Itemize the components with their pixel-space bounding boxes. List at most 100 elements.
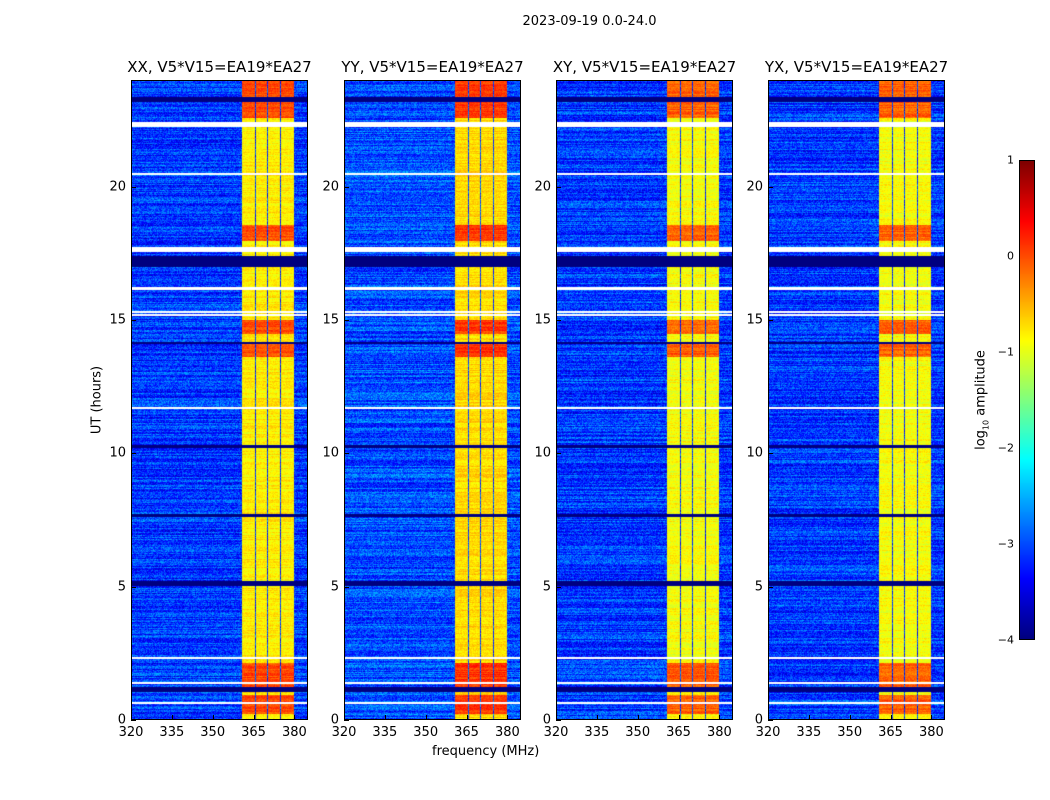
x-tick-label: 335	[584, 725, 610, 740]
x-tick-mark	[294, 715, 296, 720]
x-tick-label: 365	[241, 725, 266, 740]
x-tick-label: 365	[878, 725, 903, 740]
panel-title: YY, V5*V15=EA19*EA27	[341, 58, 524, 76]
y-tick-label: 10	[746, 445, 763, 461]
x-tick-mark	[507, 715, 509, 720]
heatmap-image	[557, 81, 732, 719]
x-tick-mark	[890, 715, 892, 720]
y-tick-mark	[768, 586, 773, 588]
y-axis-label: UT (hours)	[89, 365, 105, 435]
y-tick-label: 5	[754, 579, 763, 595]
y-tick-label: 15	[109, 312, 126, 328]
y-tick-mark	[556, 186, 561, 188]
y-tick-label: 10	[322, 445, 339, 461]
y-tick-label: 20	[109, 179, 126, 195]
x-tick-label: 335	[372, 725, 398, 740]
x-tick-mark	[384, 715, 386, 720]
y-tick-mark	[131, 453, 136, 455]
x-tick-label: 380	[918, 725, 944, 740]
y-tick-label: 5	[330, 579, 339, 595]
x-tick-mark	[678, 715, 680, 720]
x-tick-mark	[425, 715, 427, 720]
y-tick-mark	[556, 720, 561, 721]
x-tick-label: 380	[706, 725, 732, 740]
y-tick-label: 5	[542, 579, 551, 595]
y-tick-mark	[344, 720, 349, 721]
x-tick-label: 335	[796, 725, 822, 740]
y-tick-label: 15	[322, 312, 339, 328]
x-tick-mark	[931, 715, 933, 720]
x-tick-mark	[768, 715, 769, 720]
x-tick-mark	[849, 715, 851, 720]
colorbar-tick-label: −1	[997, 345, 1014, 359]
y-tick-label: 15	[534, 312, 551, 328]
y-tick-label: 15	[746, 312, 763, 328]
x-tick-label: 350	[625, 725, 651, 740]
x-tick-mark	[466, 715, 468, 720]
y-tick-mark	[556, 320, 561, 321]
y-tick-mark	[768, 320, 773, 321]
heatmap-panel	[344, 80, 521, 720]
x-tick-mark	[556, 715, 557, 720]
x-tick-label: 380	[281, 725, 307, 740]
y-tick-mark	[131, 320, 136, 321]
x-tick-label: 365	[666, 725, 691, 740]
y-tick-label: 0	[330, 712, 339, 728]
y-tick-mark	[768, 453, 773, 455]
colorbar-tick-label: 1	[1007, 153, 1014, 167]
x-tick-label: 380	[494, 725, 520, 740]
x-tick-label: 350	[837, 725, 863, 740]
colorbar-tick-label: 0	[1007, 249, 1014, 263]
x-tick-mark	[808, 715, 810, 720]
x-tick-label: 320	[118, 725, 144, 740]
y-tick-mark	[556, 453, 561, 455]
x-tick-mark	[344, 715, 345, 720]
colorbar-tick-label: −4	[997, 633, 1014, 647]
heatmap-image	[132, 81, 307, 719]
x-tick-mark	[253, 715, 255, 720]
panel-title: YX, V5*V15=EA19*EA27	[764, 58, 949, 76]
y-tick-label: 20	[534, 179, 551, 195]
y-tick-mark	[131, 586, 136, 588]
colorbar	[1019, 160, 1035, 640]
y-tick-label: 5	[117, 579, 126, 595]
y-tick-mark	[344, 586, 349, 588]
heatmap-image	[769, 81, 944, 719]
y-tick-mark	[344, 453, 349, 455]
x-tick-mark	[637, 715, 639, 720]
x-axis-label: frequency (MHz)	[432, 744, 540, 759]
x-tick-mark	[212, 715, 214, 720]
x-tick-label: 350	[413, 725, 439, 740]
x-tick-mark	[131, 715, 132, 720]
heatmap-panel	[131, 80, 308, 720]
panel-title: XX, V5*V15=EA19*EA27	[127, 58, 312, 76]
y-tick-mark	[344, 320, 349, 321]
y-tick-mark	[131, 186, 136, 188]
x-tick-mark	[596, 715, 598, 720]
y-tick-label: 0	[117, 712, 126, 728]
y-tick-label: 0	[754, 712, 763, 728]
y-tick-label: 10	[109, 445, 126, 461]
y-tick-label: 20	[322, 179, 339, 195]
x-tick-mark	[171, 715, 173, 720]
colorbar-tick-label: −2	[997, 441, 1014, 455]
colorbar-label: log10 amplitude	[973, 350, 991, 450]
y-tick-mark	[556, 586, 561, 588]
heatmap-image	[345, 81, 520, 719]
x-tick-label: 335	[159, 725, 185, 740]
figure-title: 2023-09-19 0.0-24.0	[522, 14, 657, 29]
x-tick-label: 350	[200, 725, 226, 740]
x-tick-label: 320	[543, 725, 569, 740]
heatmap-panel	[556, 80, 733, 720]
y-tick-label: 20	[746, 179, 763, 195]
heatmap-panel	[768, 80, 945, 720]
x-tick-label: 320	[755, 725, 781, 740]
y-tick-mark	[768, 720, 773, 721]
y-tick-mark	[768, 186, 773, 188]
y-tick-mark	[131, 720, 136, 721]
y-tick-label: 10	[534, 445, 551, 461]
y-tick-mark	[344, 186, 349, 188]
x-tick-label: 320	[331, 725, 357, 740]
panel-title: XY, V5*V15=EA19*EA27	[552, 58, 737, 76]
